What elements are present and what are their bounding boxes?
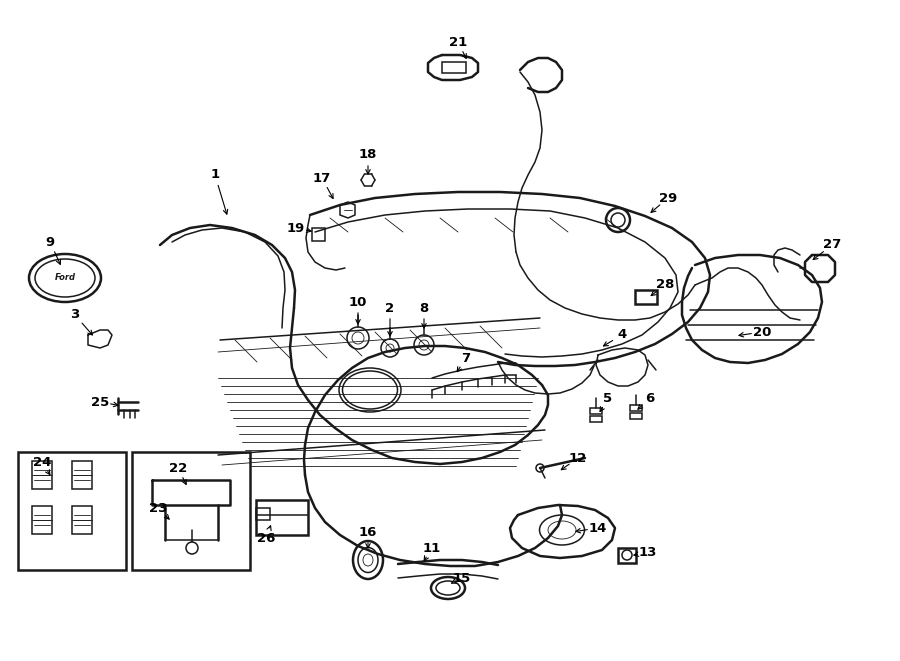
Text: 18: 18 bbox=[359, 149, 377, 161]
Text: 9: 9 bbox=[45, 235, 55, 249]
Text: 21: 21 bbox=[449, 36, 467, 48]
Text: 11: 11 bbox=[423, 541, 441, 555]
Bar bbox=[630, 413, 642, 419]
Text: 24: 24 bbox=[32, 455, 51, 469]
Text: 8: 8 bbox=[419, 301, 428, 315]
Text: 28: 28 bbox=[656, 278, 674, 292]
Text: 17: 17 bbox=[313, 171, 331, 184]
Bar bbox=[590, 408, 602, 414]
Text: 6: 6 bbox=[645, 391, 654, 405]
Text: 27: 27 bbox=[823, 239, 842, 251]
Text: 20: 20 bbox=[752, 325, 771, 338]
Text: 23: 23 bbox=[148, 502, 167, 514]
Text: 12: 12 bbox=[569, 451, 587, 465]
Bar bbox=[630, 405, 642, 411]
Text: 10: 10 bbox=[349, 295, 367, 309]
Bar bbox=[72, 506, 92, 534]
Text: 5: 5 bbox=[603, 391, 613, 405]
Text: 19: 19 bbox=[287, 221, 305, 235]
Text: 13: 13 bbox=[639, 545, 657, 559]
Text: 16: 16 bbox=[359, 525, 377, 539]
Bar bbox=[442, 62, 466, 73]
Bar bbox=[256, 508, 270, 520]
Bar bbox=[635, 290, 657, 304]
Text: 22: 22 bbox=[169, 461, 187, 475]
Text: 7: 7 bbox=[462, 352, 471, 364]
Text: 4: 4 bbox=[617, 329, 626, 342]
Text: 26: 26 bbox=[256, 531, 275, 545]
Text: 3: 3 bbox=[70, 309, 79, 321]
Text: 15: 15 bbox=[453, 572, 471, 584]
Bar bbox=[312, 228, 325, 241]
Bar bbox=[256, 500, 308, 535]
Text: 14: 14 bbox=[589, 522, 608, 535]
Text: 25: 25 bbox=[91, 395, 109, 408]
Bar bbox=[618, 548, 636, 563]
Bar bbox=[32, 506, 52, 534]
Bar bbox=[590, 416, 602, 422]
Text: 29: 29 bbox=[659, 192, 677, 204]
Text: 1: 1 bbox=[211, 169, 220, 182]
Bar bbox=[132, 452, 250, 570]
Bar bbox=[72, 461, 92, 489]
Bar bbox=[32, 461, 52, 489]
Text: Ford: Ford bbox=[55, 274, 76, 282]
Bar bbox=[18, 452, 126, 570]
Text: 2: 2 bbox=[385, 301, 394, 315]
